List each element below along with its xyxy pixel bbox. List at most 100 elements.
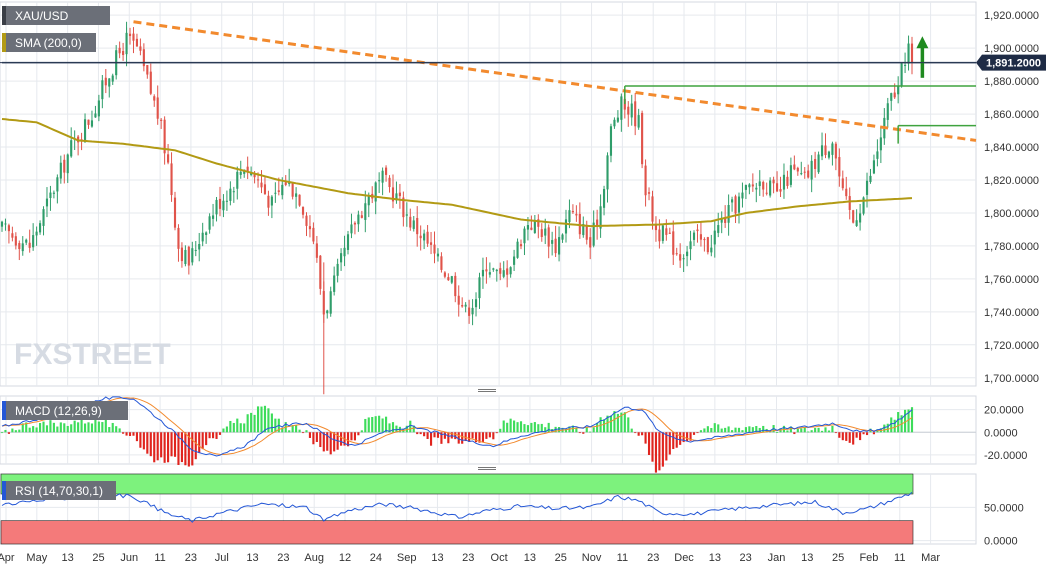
macd-histogram-bar xyxy=(647,432,651,455)
watermark: FXSTREET xyxy=(14,338,171,371)
macd-histogram-bar xyxy=(627,417,630,433)
resize-handle-macd[interactable] xyxy=(470,388,500,394)
macd-histogram-bar xyxy=(471,432,474,439)
candle-bearish xyxy=(786,176,789,186)
macd-histogram-bar xyxy=(499,428,502,433)
macd-histogram-bar xyxy=(537,424,540,433)
macd-histogram-bar xyxy=(440,432,443,444)
legend-sma[interactable]: SMA (200,0) xyxy=(2,33,96,52)
candle-bullish xyxy=(329,291,332,314)
macd-histogram-bar xyxy=(90,423,94,433)
candle-bullish xyxy=(526,225,530,230)
macd-histogram-bar xyxy=(395,425,398,433)
price-tick-label: 1,760.0000 xyxy=(984,274,1039,286)
candle-bearish xyxy=(277,190,280,192)
macd-histogram-bar xyxy=(436,432,440,438)
macd-histogram-bar xyxy=(135,432,139,442)
candle-bullish xyxy=(70,140,73,157)
candle-bullish xyxy=(516,241,519,258)
candle-bullish xyxy=(523,228,526,244)
macd-histogram-bar xyxy=(142,432,145,450)
candle-bullish xyxy=(281,184,284,196)
x-tick-label: 23 xyxy=(277,552,289,564)
x-axis: Apr May 13 25 Jun 11 23 Jul 13 23 Aug 12 24 Sep 13 23 Oc… xyxy=(0,552,940,564)
macd-histogram-bar xyxy=(360,430,363,433)
candle-bearish xyxy=(571,211,574,213)
candle-bearish xyxy=(506,268,509,275)
candle-bearish xyxy=(416,217,419,235)
resize-handle-rsi[interactable] xyxy=(470,466,500,472)
candle-bearish xyxy=(814,159,817,169)
rsi-overbought-zone xyxy=(0,473,914,495)
candle-bearish xyxy=(402,197,405,218)
candle-bearish xyxy=(260,182,263,188)
macd-histogram-bar xyxy=(4,429,7,433)
candle-bearish xyxy=(644,165,647,196)
macd-histogram-bar xyxy=(59,422,62,433)
candle-bullish xyxy=(357,214,360,225)
candle-bearish xyxy=(267,195,270,208)
macd-histogram-bar xyxy=(904,409,907,433)
macd-histogram-bar xyxy=(28,427,31,433)
candle-bullish xyxy=(378,180,381,182)
macd-histogram-bar xyxy=(654,432,658,473)
legend-rsi[interactable]: RSI (14,70,30,1) xyxy=(2,481,116,500)
macd-histogram-bar xyxy=(464,432,467,442)
candle-bearish xyxy=(468,307,471,316)
macd-histogram-bar xyxy=(319,432,322,448)
macd-histogram-bar xyxy=(222,428,225,433)
macd-histogram-bar xyxy=(350,432,353,441)
x-tick-label: Jun xyxy=(120,552,138,564)
macd-histogram-bar xyxy=(198,432,201,454)
macd-histogram-bar xyxy=(755,426,758,433)
candle-bullish xyxy=(464,304,467,307)
macd-histogram-bar xyxy=(606,415,609,433)
candle-bearish xyxy=(910,43,914,63)
macd-histogram-bar xyxy=(665,432,668,461)
macd-histogram-bar xyxy=(488,432,491,438)
macd-histogram-bar xyxy=(481,432,485,442)
candle-bullish xyxy=(599,206,602,229)
macd-histogram-bar xyxy=(409,420,412,433)
legend-symbol[interactable]: XAU/USD xyxy=(2,6,110,25)
macd-histogram-bar xyxy=(256,406,260,433)
candle-bearish xyxy=(762,181,765,190)
macd-histogram-bar xyxy=(478,432,481,443)
macd-histogram-bar xyxy=(281,427,284,433)
legend-macd[interactable]: MACD (12,26,9) xyxy=(2,401,128,420)
candle-bullish xyxy=(727,205,730,223)
macd-histogram-bar xyxy=(717,424,720,433)
macd-histogram-bar xyxy=(260,406,263,433)
candle-bullish xyxy=(333,275,336,292)
macd-histogram-bar xyxy=(101,422,104,433)
candle-bullish xyxy=(471,307,474,315)
macd-histogram-bar xyxy=(0,432,4,434)
candle-bullish xyxy=(205,232,208,235)
x-tick-label: 23 xyxy=(185,552,197,564)
candle-bearish xyxy=(353,222,356,225)
macd-histogram-bar xyxy=(412,425,415,433)
candle-bearish xyxy=(419,235,422,239)
macd-histogram-bar xyxy=(516,422,519,433)
macd-histogram-bar xyxy=(820,430,824,433)
candle-bullish xyxy=(346,234,350,250)
candle-bearish xyxy=(173,197,177,228)
candle-bearish xyxy=(852,210,855,223)
price-tick-label: 1,860.0000 xyxy=(984,109,1039,121)
macd-histogram-bar xyxy=(454,432,457,440)
macd-histogram-bar xyxy=(686,432,689,442)
candle-bullish xyxy=(94,113,97,118)
macd-histogram-bar xyxy=(800,428,803,433)
x-tick-label: 24 xyxy=(370,552,382,564)
macd-histogram-bar xyxy=(218,432,222,435)
candle-bearish xyxy=(554,238,557,254)
macd-histogram-bar xyxy=(122,432,125,434)
macd-histogram-bar xyxy=(236,418,239,433)
macd-histogram-bar xyxy=(558,427,561,433)
candle-bullish xyxy=(343,247,346,257)
candle-bearish xyxy=(679,254,682,261)
candle-bearish xyxy=(246,166,249,172)
macd-histogram-bar xyxy=(814,427,817,433)
candle-bearish xyxy=(647,192,651,194)
macd-histogram-bar xyxy=(859,432,862,441)
